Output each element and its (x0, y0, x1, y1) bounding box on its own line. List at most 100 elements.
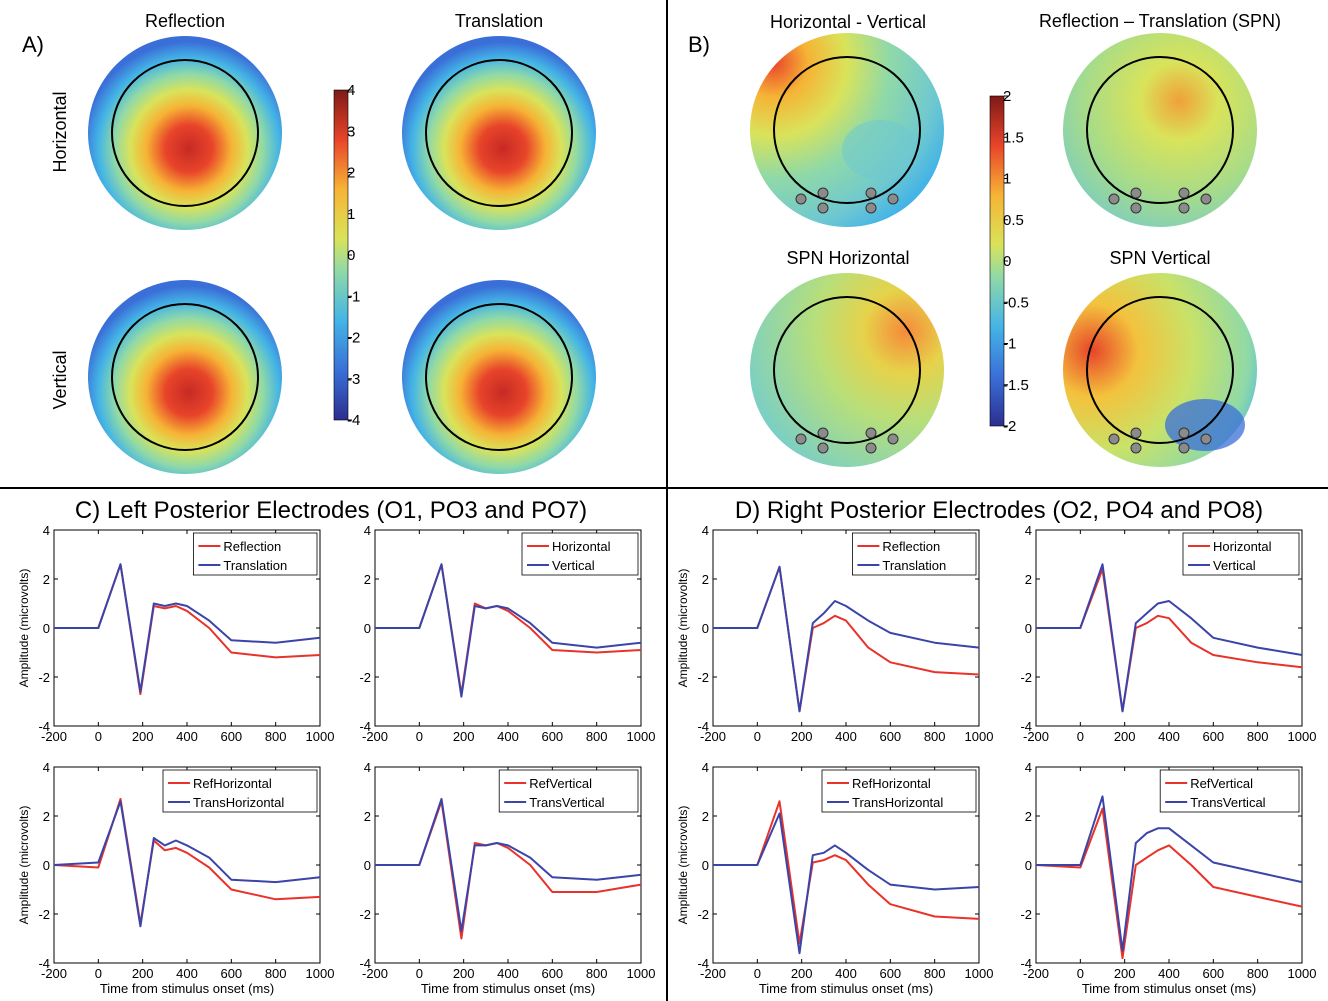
chart-C3: -200 0 200 400 600 800 1000 4 2 0 -2 -4 Amplitude (m… (17, 760, 334, 996)
x-tick-label: 1000 (627, 729, 656, 744)
electrode-marker (865, 187, 877, 199)
panel-b-title-2: Reflection – Translation (SPN) (1039, 11, 1281, 31)
electrode-marker (795, 193, 807, 205)
y-tick-label: -2 (1020, 670, 1032, 685)
colorbar-b-tick-label: 2 (1003, 88, 1011, 105)
legend-box (852, 532, 977, 576)
series-line (375, 563, 642, 698)
legend-label: RefHorizontal (852, 776, 931, 791)
x-tick-label: 200 (791, 729, 813, 744)
x-tick-label: -200 (700, 966, 726, 981)
electrode-marker (1108, 433, 1120, 445)
electrode-marker (1108, 193, 1120, 205)
colorbar-b-tick-label: 0.5 (1003, 212, 1024, 229)
x-tick-label: -200 (1023, 729, 1049, 744)
x-tick-label: 1000 (306, 966, 335, 981)
colorbar-b-tick-label: -0.5 (1003, 294, 1029, 311)
colorbar-a-tick-label: 0 (347, 247, 355, 264)
y-tick-label: -4 (697, 719, 709, 734)
x-tick-label: 200 (791, 966, 813, 981)
legend-box (1159, 769, 1300, 813)
x-tick-label: 400 (497, 729, 519, 744)
colorbar-a-tick-label: 4 (347, 82, 355, 99)
series-line (713, 812, 980, 955)
electrode-marker (887, 433, 899, 445)
chart-D2: -200 0 200 400 600 800 1000 4 2 0 -2 -4 Horizontal Ve… (1020, 523, 1316, 744)
legend-label: Reflection (882, 539, 940, 554)
chart-C1: -200 0 200 400 600 800 1000 4 2 0 -2 -4 Amplitude (m… (17, 523, 334, 744)
colorbar-b-ticks: 2 1.5 1 0.5 0 -0.5 -1 -1.5 -2 (1003, 88, 1029, 435)
y-tick-label: -4 (1020, 719, 1032, 734)
electrode-marker (795, 433, 807, 445)
y-tick-label: 0 (1025, 621, 1032, 636)
colorbar-b (989, 95, 1005, 427)
topomap-reflection-horizontal (88, 36, 282, 230)
legend-label: Horizontal (1213, 539, 1272, 554)
y-tick-label: -4 (359, 719, 371, 734)
panel-b-title-1: Horizontal - Vertical (770, 12, 926, 32)
y-tick-label: 4 (1025, 523, 1032, 538)
y-tick-label: 2 (702, 572, 709, 587)
y-tick-label: -2 (38, 670, 50, 685)
colorbar-a-tick-label: -1 (347, 288, 360, 305)
x-axis-label: Time from stimulus onset (ms) (1082, 981, 1256, 996)
panel-a-row-title-2: Vertical (50, 350, 70, 409)
colorbar-b-tick-label: -1.5 (1003, 377, 1029, 394)
legend-label: Reflection (223, 539, 281, 554)
legend-label: TransVertical (1190, 795, 1265, 810)
legend-label: Translation (882, 558, 946, 573)
y-tick-label: -2 (359, 670, 371, 685)
y-tick-label: -4 (1020, 956, 1032, 971)
panel-c-title: C) Left Posterior Electrodes (O1, PO3 an… (75, 497, 587, 524)
topomap-translation-vertical (402, 280, 596, 474)
x-tick-label: -200 (41, 729, 67, 744)
topomap-reflection-vertical (88, 280, 282, 474)
series-line (1036, 563, 1303, 713)
panel-a-label: A) (22, 32, 44, 57)
x-tick-label: 800 (586, 966, 608, 981)
y-tick-label: 0 (364, 621, 371, 636)
y-tick-label: -2 (359, 907, 371, 922)
electrode-marker (817, 202, 829, 214)
x-tick-label: 400 (1158, 966, 1180, 981)
colorbar-a (333, 89, 349, 421)
y-tick-label: 2 (43, 572, 50, 587)
x-tick-label: 400 (176, 729, 198, 744)
x-tick-label: 400 (1158, 729, 1180, 744)
electrode-marker (817, 427, 829, 439)
colorbar-a-tick-label: 3 (347, 123, 355, 140)
electrode-marker (1130, 442, 1142, 454)
y-tick-label: 4 (1025, 760, 1032, 775)
x-tick-label: 200 (132, 729, 154, 744)
series-line (1035, 807, 1303, 960)
x-tick-label: -200 (1023, 966, 1049, 981)
topomap-reflection-minus-translation (1063, 33, 1257, 227)
y-tick-label: 2 (1025, 572, 1032, 587)
series-line (54, 563, 321, 693)
colorbar-b-tick-label: -2 (1003, 418, 1016, 435)
colorbar-b-tick-label: 1.5 (1003, 129, 1024, 146)
y-tick-label: -4 (359, 956, 371, 971)
legend-box (498, 769, 639, 813)
y-tick-label: 2 (364, 572, 371, 587)
electrode-marker (887, 193, 899, 205)
x-tick-label: 600 (541, 966, 563, 981)
series-line (1036, 795, 1303, 952)
x-tick-label: 600 (879, 966, 901, 981)
y-tick-label: 4 (43, 523, 50, 538)
colorbar-a-tick-label: -3 (347, 371, 360, 388)
electrode-marker (1178, 442, 1190, 454)
electrode-marker (1178, 427, 1190, 439)
panel-d-title: D) Right Posterior Electrodes (O2, PO4 a… (735, 497, 1263, 524)
x-tick-label: 400 (176, 966, 198, 981)
x-tick-label: 1000 (1288, 729, 1317, 744)
x-tick-label: 1000 (627, 966, 656, 981)
legend-label: Vertical (552, 558, 595, 573)
x-tick-label: 200 (132, 966, 154, 981)
y-tick-label: -2 (697, 907, 709, 922)
legend-box (1182, 532, 1300, 576)
y-tick-label: 2 (702, 809, 709, 824)
electrode-marker (865, 442, 877, 454)
x-tick-label: 1000 (1288, 966, 1317, 981)
electrode-marker (1178, 202, 1190, 214)
